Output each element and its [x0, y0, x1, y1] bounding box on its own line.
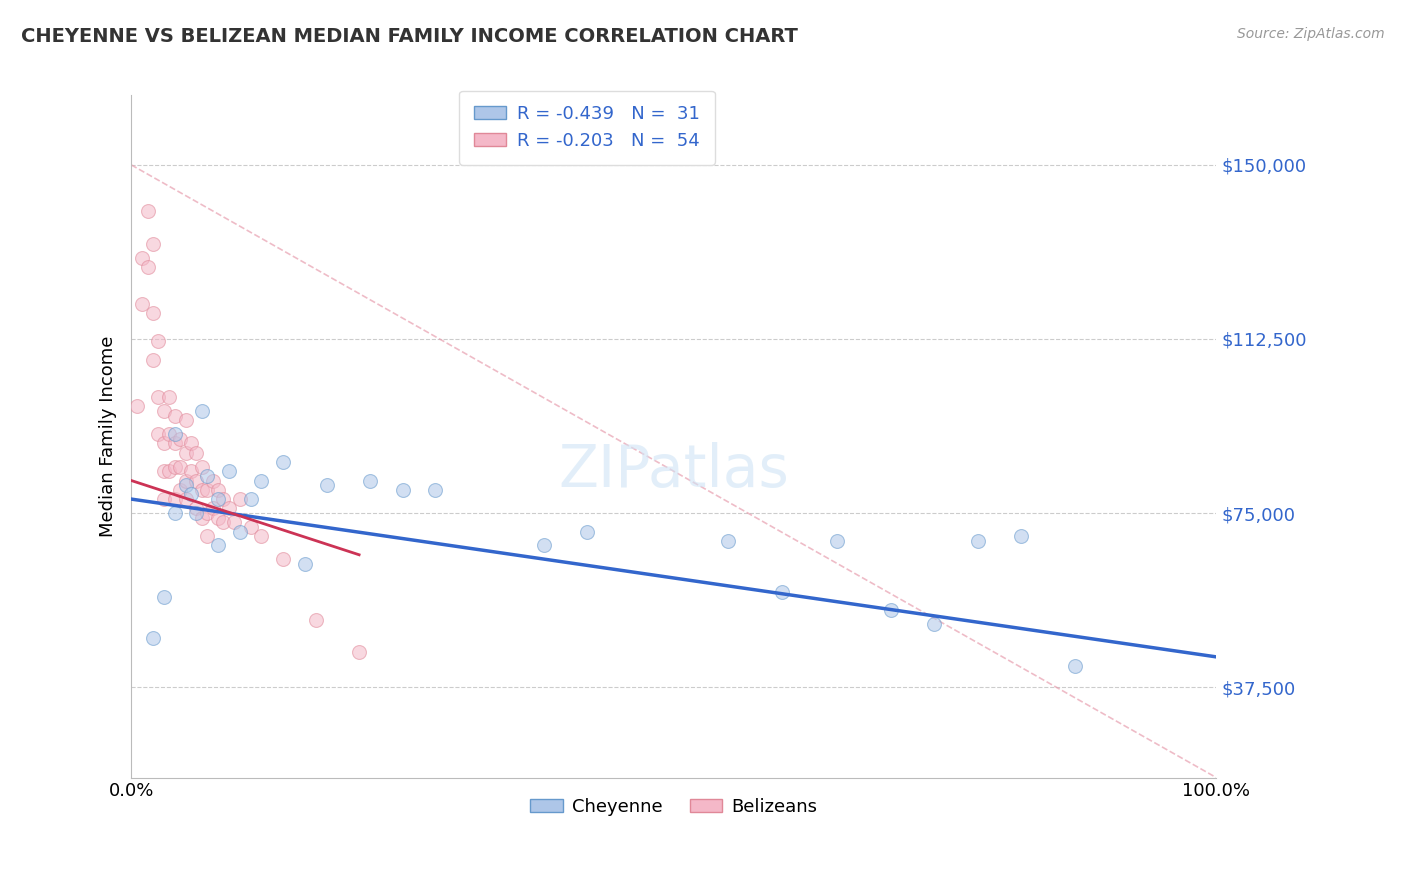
- Y-axis label: Median Family Income: Median Family Income: [100, 335, 117, 537]
- Point: [294, 557, 316, 571]
- Point: [770, 585, 793, 599]
- Legend: Cheyenne, Belizeans: Cheyenne, Belizeans: [523, 790, 824, 823]
- Point: [212, 492, 235, 507]
- Point: [825, 533, 848, 548]
- Point: [423, 483, 446, 497]
- Point: [229, 524, 252, 539]
- Point: [163, 506, 186, 520]
- Point: [717, 533, 740, 548]
- Point: [174, 492, 197, 507]
- Point: [186, 474, 208, 488]
- Point: [207, 510, 229, 524]
- Point: [207, 539, 229, 553]
- Point: [169, 432, 191, 446]
- Text: ZIPatlas: ZIPatlas: [558, 442, 789, 499]
- Point: [207, 483, 229, 497]
- Point: [922, 617, 945, 632]
- Point: [163, 459, 186, 474]
- Point: [153, 436, 176, 450]
- Point: [157, 427, 180, 442]
- Point: [250, 474, 273, 488]
- Point: [153, 492, 176, 507]
- Point: [148, 427, 170, 442]
- Point: [880, 603, 903, 617]
- Point: [186, 445, 208, 459]
- Text: Source: ZipAtlas.com: Source: ZipAtlas.com: [1237, 27, 1385, 41]
- Point: [195, 506, 218, 520]
- Point: [125, 399, 148, 413]
- Point: [148, 390, 170, 404]
- Point: [180, 487, 202, 501]
- Point: [153, 590, 176, 604]
- Point: [180, 464, 202, 478]
- Point: [163, 409, 186, 423]
- Point: [142, 236, 165, 251]
- Point: [1064, 659, 1087, 673]
- Point: [148, 334, 170, 349]
- Point: [180, 436, 202, 450]
- Point: [153, 464, 176, 478]
- Point: [195, 483, 218, 497]
- Point: [186, 501, 208, 516]
- Point: [271, 455, 294, 469]
- Point: [218, 464, 240, 478]
- Point: [218, 501, 240, 516]
- Point: [201, 474, 224, 488]
- Point: [359, 474, 381, 488]
- Point: [142, 632, 165, 646]
- Point: [191, 483, 214, 497]
- Point: [174, 413, 197, 427]
- Point: [207, 492, 229, 507]
- Point: [315, 478, 337, 492]
- Point: [195, 468, 218, 483]
- Point: [131, 251, 153, 265]
- Point: [271, 552, 294, 566]
- Point: [174, 478, 197, 492]
- Point: [136, 204, 159, 219]
- Point: [250, 529, 273, 543]
- Point: [201, 501, 224, 516]
- Point: [1010, 529, 1032, 543]
- Point: [533, 539, 555, 553]
- Point: [191, 404, 214, 418]
- Point: [174, 474, 197, 488]
- Point: [212, 516, 235, 530]
- Point: [157, 390, 180, 404]
- Point: [163, 427, 186, 442]
- Point: [229, 492, 252, 507]
- Point: [195, 529, 218, 543]
- Point: [153, 404, 176, 418]
- Point: [169, 459, 191, 474]
- Point: [163, 492, 186, 507]
- Point: [191, 510, 214, 524]
- Point: [163, 436, 186, 450]
- Point: [239, 520, 262, 534]
- Point: [966, 533, 988, 548]
- Point: [239, 492, 262, 507]
- Point: [174, 445, 197, 459]
- Point: [131, 297, 153, 311]
- Point: [575, 524, 598, 539]
- Point: [305, 613, 328, 627]
- Point: [142, 352, 165, 367]
- Text: CHEYENNE VS BELIZEAN MEDIAN FAMILY INCOME CORRELATION CHART: CHEYENNE VS BELIZEAN MEDIAN FAMILY INCOM…: [21, 27, 799, 45]
- Point: [191, 459, 214, 474]
- Point: [169, 483, 191, 497]
- Point: [224, 516, 246, 530]
- Point: [347, 645, 370, 659]
- Point: [142, 306, 165, 320]
- Point: [186, 506, 208, 520]
- Point: [391, 483, 413, 497]
- Point: [157, 464, 180, 478]
- Point: [136, 260, 159, 274]
